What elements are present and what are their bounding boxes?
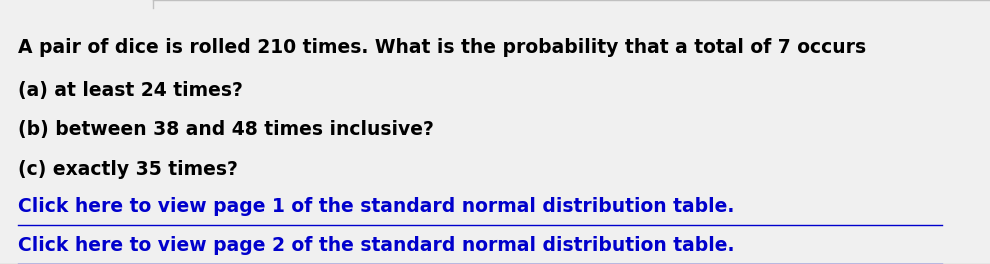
Text: Click here to view page 2 of the standard normal distribution table.: Click here to view page 2 of the standar… [18, 236, 735, 255]
Text: (c) exactly 35 times?: (c) exactly 35 times? [18, 160, 238, 179]
Text: (b) between 38 and 48 times inclusive?: (b) between 38 and 48 times inclusive? [18, 120, 434, 139]
Text: Click here to view page 1 of the standard normal distribution table.: Click here to view page 1 of the standar… [18, 197, 735, 216]
Text: (a) at least 24 times?: (a) at least 24 times? [18, 81, 243, 100]
Text: A pair of dice is rolled 210 times. What is the probability that a total of 7 oc: A pair of dice is rolled 210 times. What… [18, 38, 866, 57]
